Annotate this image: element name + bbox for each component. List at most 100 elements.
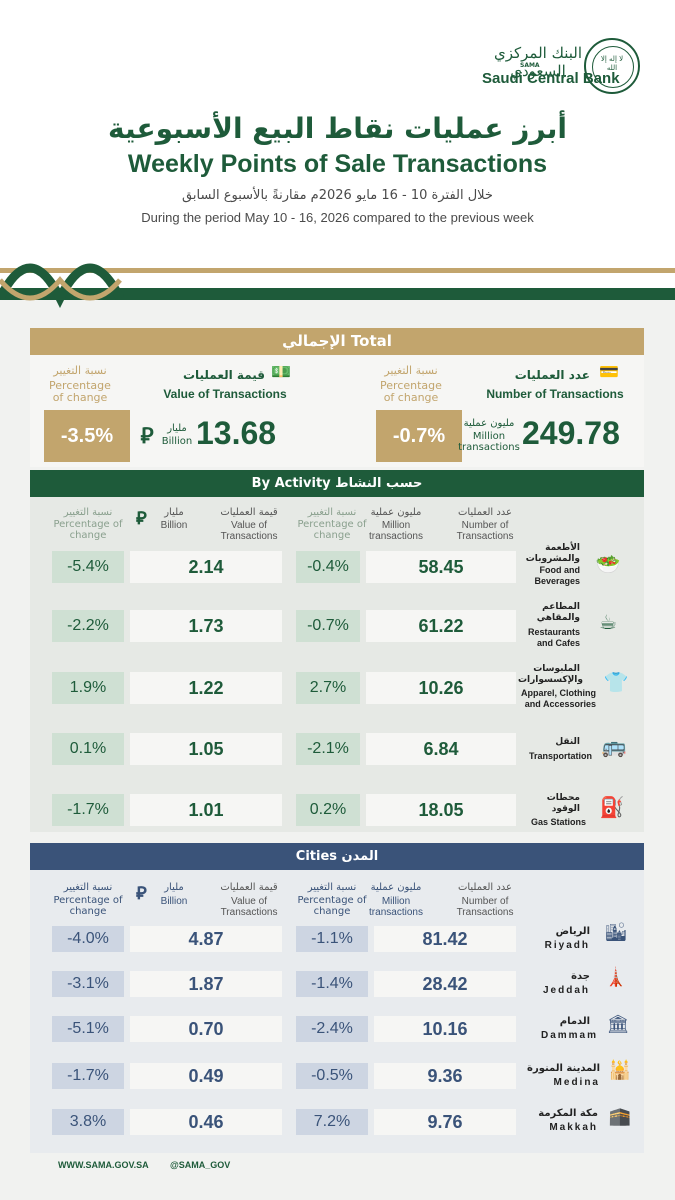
total-num-pct-label-ar: نسبة التغيير [384,364,438,377]
city-val: 4.87 [130,926,282,952]
activity-header: By Activity حسب النشاط [30,470,644,497]
act-h-val-en: Value of Transactions [220,520,278,542]
city-val: 0.49 [130,1063,282,1089]
city-name-en: Medina [553,1077,600,1088]
city-val: 1.87 [130,971,282,997]
cities-header: Cities المدن [30,843,644,870]
total-value-pct-label-en: Percentage of change [49,379,111,404]
city-name-ar: المدينة المنورة [527,1063,600,1074]
total-num-head-en: Number of Transactions [486,387,624,401]
kaaba-icon: 🕋 [608,1106,632,1127]
act-name-ar: محطات الوقود [546,793,580,814]
page-title-arabic: أبرز عمليات نقاط البيع الأسبوعية [108,112,567,145]
act-npct: 2.7% [296,672,360,704]
act-npct: 0.2% [296,794,360,826]
city-val: 0.70 [130,1016,282,1042]
total-value-unit-en: Billion [161,436,193,447]
fuel-icon: ⛽ [599,795,625,819]
act-h-num-en: Number of Transactions [456,520,514,542]
act-npct: -0.4% [296,551,360,583]
cafe-icon: ☕ [599,610,617,634]
seal-text: لا إله إلا الله [600,55,624,72]
city-vpct: -1.7% [52,1063,124,1089]
act-name-ar: النقل [555,737,580,747]
city-name-en: Jeddah [542,985,590,996]
act-val: 1.73 [130,610,282,642]
total-num-head-ar: عدد العمليات [514,368,590,382]
city-num: 9.76 [374,1109,516,1135]
act-h-vpct-en: Percentage of change [53,519,123,541]
mosque-icon: 🕌 [608,1060,632,1081]
act-num: 58.45 [366,551,516,583]
act-h-val-ar: قيمة العمليات [220,507,278,518]
act-name-en: Gas Stations [530,817,586,827]
total-header: الإجمالي Total [30,328,644,355]
city-npct: 7.2% [296,1109,368,1135]
act-vpct: -2.2% [52,610,124,642]
cities-panel [30,870,644,1153]
decorative-waves [0,263,675,308]
act-num: 10.26 [366,672,516,704]
footer-website[interactable]: WWW.SAMA.GOV.SA [58,1160,149,1170]
city-h-mil-en: Million transactions [369,896,423,918]
city-val: 0.46 [130,1109,282,1135]
city-num: 10.16 [374,1016,516,1042]
city-h-val-ar: قيمة العمليات [220,882,278,893]
city-riyal-icon: ⃁ [136,883,147,904]
act-vpct: -1.7% [52,794,124,826]
city-vpct: 3.8% [52,1109,124,1135]
act-vpct: 0.1% [52,733,124,765]
city-npct: -0.5% [296,1063,368,1089]
city-h-vpct-en: Percentage of change [53,895,123,917]
city-h-mil-ar: مليون عملية [370,882,422,893]
city-h-bill-en: Billion [160,896,188,907]
city-name-en: Dammam [540,1030,598,1041]
sama-seal-logo [584,38,640,94]
period-english: During the period May 10 - 16, 2026 comp… [141,210,534,225]
city-h-num-ar: عدد العمليات [457,882,513,893]
cash-icon: 💵 [271,362,291,381]
footer-handle[interactable]: @SAMA_GOV [170,1160,231,1170]
act-val: 1.22 [130,672,282,704]
act-h-npct-en: Percentage of change [297,519,367,541]
total-num-pct-label-en: Percentage of change [380,379,442,404]
food-icon: 🥗 [595,552,621,576]
city-name-ar: مكة المكرمة [538,1108,598,1119]
lighthouse-icon: 🗼 [604,967,628,988]
city-name-en: Makkah [549,1122,598,1133]
city-name-en: Riyadh [544,940,590,951]
act-val: 1.05 [130,733,282,765]
logo-sama: SAMA [520,62,540,69]
act-name-ar: الأطعمة والمشروبات [525,543,580,564]
city-name-ar: الدمام [559,1016,590,1027]
act-num: 61.22 [366,610,516,642]
city-name-ar: الرياض [555,926,590,937]
act-vpct: 1.9% [52,672,124,704]
riyal-icon: ⃁ [140,424,154,449]
total-value: 13.68 [196,415,277,451]
city-h-npct-en: Percentage of change [297,895,367,917]
tower-icon: 🏙 [604,922,628,943]
city-num: 81.42 [374,926,516,952]
total-value-unit-ar: مليار [167,423,187,434]
city-num: 28.42 [374,971,516,997]
page-title-english: Weekly Points of Sale Transactions [127,150,548,178]
total-value-head-ar: قيمة العمليات [182,368,265,382]
act-h-npct-ar: نسبة التغيير [307,507,357,518]
act-name-en: Restaurants and Cafes [527,627,580,648]
city-npct: -2.4% [296,1016,368,1042]
total-panel [30,355,644,467]
city-h-npct-ar: نسبة التغيير [307,882,357,893]
city-vpct: -4.0% [52,926,124,952]
total-num-pct: -0.7% [376,410,462,462]
total-value-pct-label-ar: نسبة التغيير [53,364,107,377]
act-h-mil-en: Million transactions [369,520,423,542]
act-val: 1.01 [130,794,282,826]
act-vpct: -5.4% [52,551,124,583]
logo-arabic: البنك المركزي السعودي [493,44,583,80]
act-h-bill-ar: مليار [164,507,184,518]
total-value-head-en: Value of Transactions [163,387,287,401]
act-num: 6.84 [366,733,516,765]
total-num: 249.78 [522,415,620,451]
city-h-val-en: Value of Transactions [220,896,278,918]
